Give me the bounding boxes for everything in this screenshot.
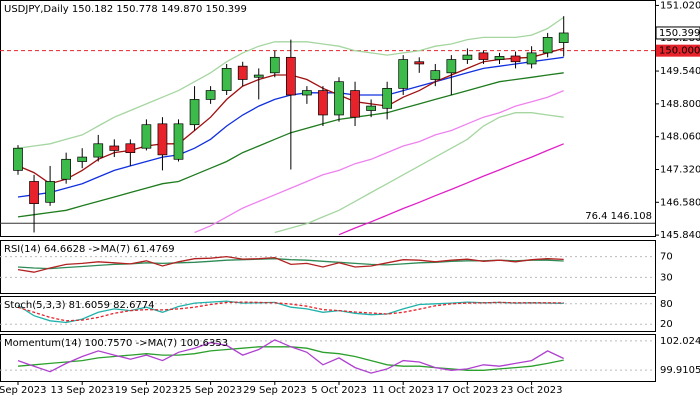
x-tick-label: 17 Oct 2023 bbox=[436, 385, 498, 396]
candle-body bbox=[13, 147, 23, 171]
candle-body bbox=[382, 87, 392, 109]
candle-body bbox=[93, 143, 104, 158]
y-tick-label: 148.800 bbox=[660, 99, 700, 110]
candle-body bbox=[558, 32, 569, 43]
y-tick-label: 102.0245 bbox=[660, 336, 700, 347]
y-tick-label: 146.580 bbox=[660, 197, 700, 208]
x-tick-label: 5 Oct 2023 bbox=[311, 385, 366, 396]
x-tick-label: 7 Sep 2023 bbox=[0, 385, 47, 396]
pane-title: USDJPY,Daily 150.182 150.778 149.870 150… bbox=[4, 4, 247, 15]
indicator-line bbox=[17, 258, 564, 270]
stoch-pane bbox=[0, 296, 656, 332]
candle-body bbox=[189, 99, 200, 126]
candle-body bbox=[45, 181, 55, 203]
candle-body bbox=[462, 54, 473, 60]
candle-body bbox=[350, 90, 360, 118]
y-tick-label: 145.840 bbox=[660, 230, 700, 241]
pane-title: RSI(14) 64.6628 ->MA(7) 61.4769 bbox=[4, 244, 175, 255]
candle-body bbox=[398, 59, 409, 89]
x-tick-label: 11 Oct 2023 bbox=[372, 385, 434, 396]
y-tick-label: 151.020 bbox=[660, 0, 700, 11]
candle-body bbox=[334, 81, 344, 116]
candle-body bbox=[173, 123, 184, 160]
indicator-line bbox=[17, 301, 564, 322]
level-label: 76.4 146.108 bbox=[585, 211, 652, 222]
y-tick-label: 80 bbox=[660, 299, 673, 310]
candle-body bbox=[141, 124, 152, 149]
y-tick-label: 148.060 bbox=[660, 132, 700, 143]
candle-body bbox=[77, 156, 88, 162]
pane-title: Stoch(5,3,3) 81.6059 82.6774 bbox=[4, 300, 155, 311]
x-tick-label: 23 Oct 2023 bbox=[501, 385, 563, 396]
candle-body bbox=[478, 52, 489, 60]
candle-body bbox=[205, 90, 216, 100]
y-tick-label: 149.540 bbox=[660, 66, 700, 77]
candle-body bbox=[109, 145, 120, 151]
price-tag bbox=[655, 26, 700, 40]
candle-body bbox=[542, 37, 553, 54]
candle-body bbox=[302, 90, 312, 96]
x-tick-label: 29 Sep 2023 bbox=[243, 385, 306, 396]
candle-body bbox=[366, 105, 376, 111]
indicator-line bbox=[17, 255, 564, 273]
x-tick-label: 19 Sep 2023 bbox=[115, 385, 178, 396]
candle-body bbox=[237, 65, 248, 80]
level-label: 150.000 bbox=[659, 46, 700, 57]
candle-body bbox=[510, 55, 521, 63]
candle-body bbox=[526, 52, 537, 65]
candle-body bbox=[61, 158, 72, 180]
indicator-line bbox=[194, 89, 564, 234]
candle-body bbox=[253, 74, 264, 78]
y-tick-label: 70 bbox=[660, 252, 673, 263]
level-tag bbox=[656, 44, 700, 57]
candle-body bbox=[494, 56, 505, 60]
indicator-line bbox=[17, 339, 564, 374]
candle-body bbox=[29, 181, 39, 204]
indicator-line bbox=[17, 346, 564, 371]
candle-body bbox=[414, 61, 425, 65]
rsi-pane bbox=[0, 240, 656, 294]
candle-body bbox=[269, 56, 280, 74]
y-tick-label: 20 bbox=[660, 319, 673, 330]
x-tick-label: 25 Sep 2023 bbox=[179, 385, 242, 396]
y-tick-label: 30 bbox=[660, 272, 673, 283]
candle-body bbox=[221, 68, 232, 91]
price-label: 150.399 bbox=[659, 28, 700, 39]
candle-body bbox=[318, 90, 328, 116]
y-tick-label: 99.9105 bbox=[660, 365, 700, 376]
y-tick-label: 147.320 bbox=[660, 164, 700, 175]
indicator-line bbox=[338, 143, 564, 236]
pane-title: Momentum(14) 100.7570 ->MA(7) 100.6353 bbox=[4, 338, 228, 349]
indicator-line bbox=[17, 300, 564, 324]
x-tick-label: 13 Sep 2023 bbox=[51, 385, 114, 396]
main-pane bbox=[0, 0, 656, 237]
candle-body bbox=[430, 70, 441, 80]
indicator-line bbox=[274, 112, 564, 234]
candle-body bbox=[157, 123, 168, 156]
candle-body bbox=[446, 59, 457, 74]
candle-body bbox=[286, 56, 296, 96]
candle-body bbox=[125, 143, 136, 153]
momentum-pane bbox=[0, 334, 656, 382]
